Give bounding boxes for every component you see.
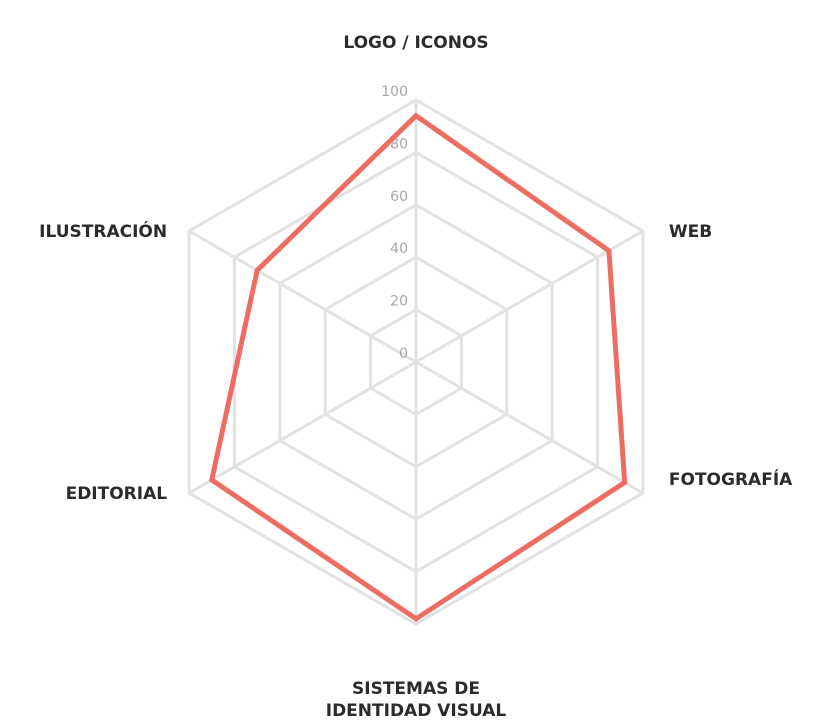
spoke-line <box>188 229 417 364</box>
grid-ring <box>233 150 599 574</box>
radar-grid <box>187 98 645 626</box>
tick-label: 80 <box>390 136 408 152</box>
spoke-line <box>415 229 644 364</box>
grid-ring <box>187 98 645 626</box>
category-label: FOTOGRAFÍA <box>669 468 793 490</box>
spoke-line <box>415 360 644 495</box>
tick-label: 40 <box>390 241 408 257</box>
series-layer <box>208 112 628 622</box>
tick-label: 0 <box>399 346 408 362</box>
grid-ring <box>278 203 554 521</box>
category-label: SISTEMAS DE IDENTIDAD VISUAL <box>326 679 507 721</box>
tick-label: 20 <box>390 294 408 310</box>
tick-label: 100 <box>381 84 408 100</box>
series-line <box>208 112 628 622</box>
tick-label: 60 <box>390 189 408 205</box>
axis-labels: LOGO / ICONOS WEB FOTOGRAFÍA SISTEMAS DE IDE… <box>39 33 793 721</box>
category-label: LOGO / ICONOS <box>343 33 488 53</box>
radial-tick-labels: 0 20 40 60 80 100 <box>381 84 408 362</box>
category-label: EDITORIAL <box>66 484 168 504</box>
grid-ring <box>369 307 463 417</box>
grid-ring <box>323 255 509 469</box>
category-label: ILUSTRACIÓN <box>39 220 167 242</box>
spoke-line <box>188 360 417 495</box>
category-label: WEB <box>669 222 712 242</box>
